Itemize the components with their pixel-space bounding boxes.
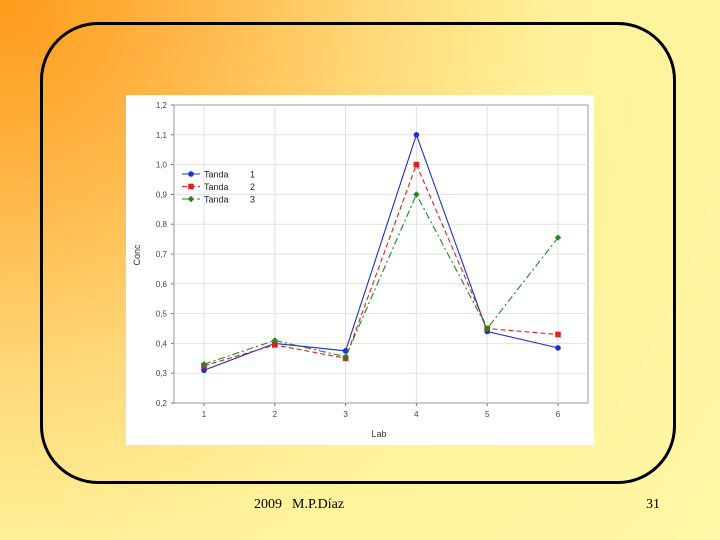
series-group (200, 132, 562, 374)
footer-author: M.P.Díaz (292, 497, 345, 512)
legend-label: Tanda (204, 170, 229, 180)
legend-code: 3 (250, 195, 255, 205)
footer-year: 2009 (254, 497, 282, 512)
series-line-1 (203, 133, 559, 371)
legend-marker (188, 183, 194, 190)
x-tick-label: 5 (485, 410, 490, 419)
y-tick-label: 0,4 (156, 339, 168, 348)
data-point (342, 353, 349, 361)
y-tick-label: 0,2 (156, 399, 168, 408)
x-tick-label: 6 (556, 410, 561, 419)
y-tick-label: 1,1 (156, 131, 168, 140)
y-tick-label: 1,0 (156, 161, 168, 170)
slide-frame (40, 22, 676, 484)
legend-item-1: Tanda 1 (182, 170, 255, 180)
y-tick-label: 0,7 (156, 250, 168, 259)
x-tick-label: 4 (414, 410, 419, 419)
y-tick-label: 0,8 (156, 220, 168, 229)
data-point (554, 234, 562, 241)
data-point (555, 345, 561, 351)
line-chart: 0,2 0,3 0,4 0,5 0,6 0,7 0,8 0,9 1,0 1,1 1,2 1 2 3 4 5 6… (132, 101, 589, 439)
y-tick-label: 0,5 (156, 310, 168, 319)
y-tick-label: 0,9 (156, 190, 168, 199)
x-tick-label: 1 (202, 410, 207, 419)
legend-code: 1 (250, 170, 255, 180)
series-line-2 (203, 163, 559, 367)
x-axis-label: Lab (371, 429, 386, 439)
y-tick-label: 0,6 (156, 280, 168, 289)
page-number: 31 (646, 497, 660, 512)
data-point (484, 325, 491, 332)
legend-marker (188, 171, 194, 177)
legend-label: Tanda (204, 195, 229, 205)
data-point (413, 132, 420, 138)
x-axis-ticks: 1 2 3 4 5 6 (202, 403, 561, 419)
x-tick-label: 3 (343, 410, 348, 419)
series-3 (200, 191, 562, 368)
data-point (271, 337, 278, 344)
series-line-3 (203, 193, 559, 365)
y-axis-label: Conc (132, 244, 142, 266)
y-tick-label: 1,2 (156, 101, 168, 110)
legend-label: Tanda (204, 182, 229, 192)
data-point (272, 342, 278, 348)
y-tick-label: 0,3 (156, 369, 168, 378)
data-point (555, 331, 561, 338)
data-point (413, 191, 420, 198)
footer-credit: 2009 M.P.Díaz (254, 497, 354, 513)
y-axis-ticks: 0,2 0,3 0,4 0,5 0,6 0,7 0,8 0,9 1,0 1,1 1,2 (156, 101, 174, 408)
legend-code: 2 (250, 182, 255, 192)
chart-panel: 0,2 0,3 0,4 0,5 0,6 0,7 0,8 0,9 1,0 1,1 1,2 1 2 3 4 5 6… (126, 95, 594, 445)
data-point (413, 161, 420, 168)
legend-item-2: Tanda 2 (182, 182, 255, 192)
x-tick-label: 2 (273, 410, 278, 419)
data-point (201, 367, 207, 374)
